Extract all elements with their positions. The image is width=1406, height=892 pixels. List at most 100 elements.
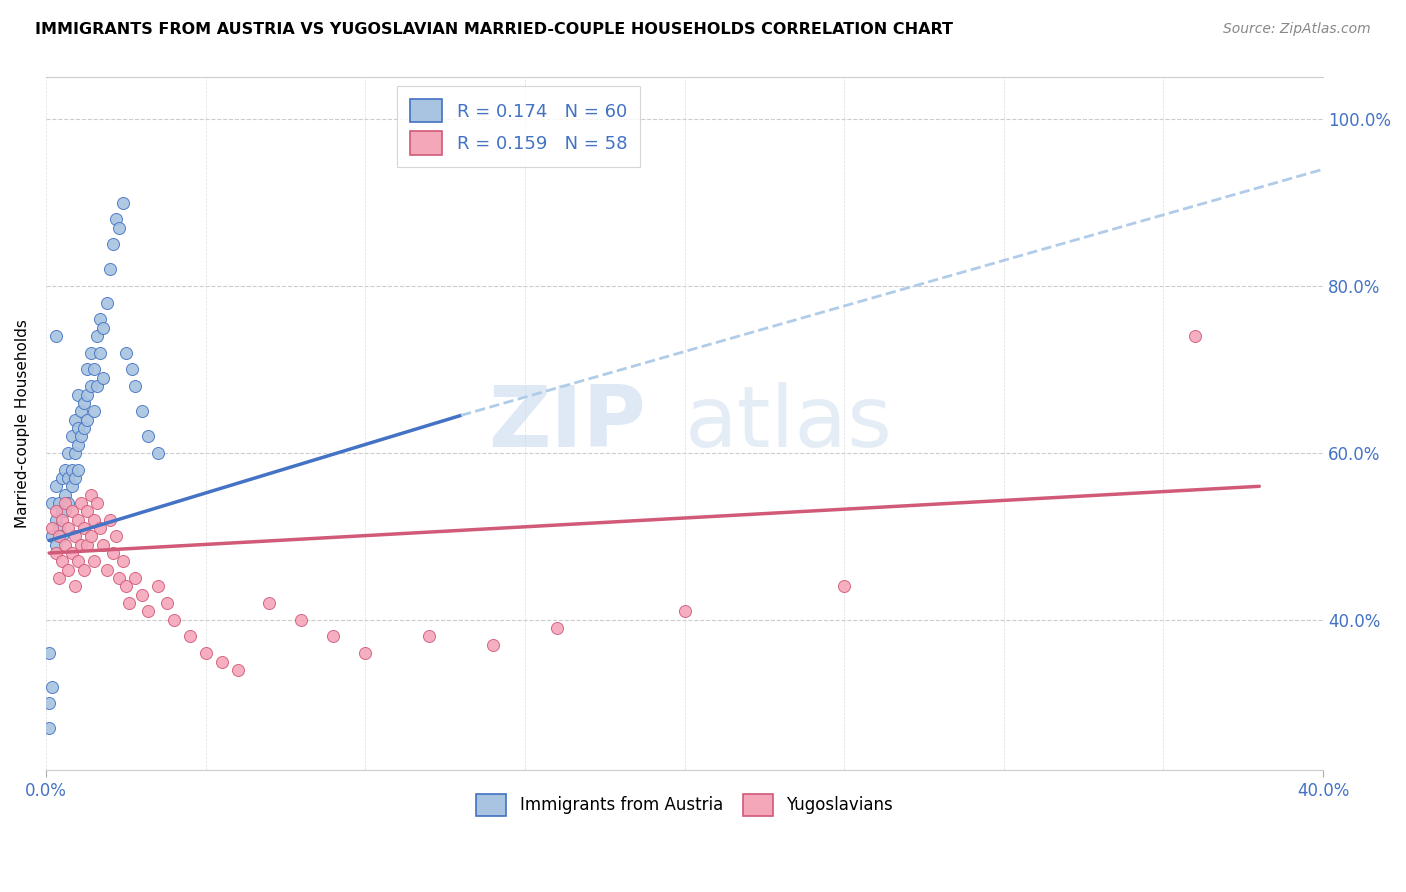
Point <box>48 529 70 543</box>
Point <box>105 212 128 227</box>
Point <box>98 513 121 527</box>
Text: ZIP: ZIP <box>488 382 647 466</box>
Point <box>63 579 86 593</box>
Point <box>136 429 159 443</box>
Point <box>73 521 96 535</box>
Point <box>121 362 143 376</box>
Point <box>93 538 115 552</box>
Point <box>546 621 568 635</box>
Point <box>73 563 96 577</box>
Point <box>86 496 108 510</box>
Legend: Immigrants from Austria, Yugoslavians: Immigrants from Austria, Yugoslavians <box>468 786 901 824</box>
Point <box>98 262 121 277</box>
Point <box>108 220 131 235</box>
Point <box>76 412 98 426</box>
Point <box>354 646 377 660</box>
Point <box>136 604 159 618</box>
Point <box>41 496 63 510</box>
Point <box>259 596 281 610</box>
Point <box>156 596 179 610</box>
Point <box>63 529 86 543</box>
Point <box>124 379 146 393</box>
Point <box>70 538 93 552</box>
Point <box>58 471 80 485</box>
Point <box>58 496 80 510</box>
Point <box>211 655 233 669</box>
Point <box>58 446 80 460</box>
Point <box>51 554 73 568</box>
Point <box>76 387 98 401</box>
Point <box>131 588 153 602</box>
Point <box>41 680 63 694</box>
Point <box>70 429 93 443</box>
Point <box>89 312 111 326</box>
Point <box>418 630 440 644</box>
Point <box>101 546 124 560</box>
Point <box>79 379 101 393</box>
Point <box>41 529 63 543</box>
Point <box>60 504 83 518</box>
Point <box>163 613 186 627</box>
Point <box>53 504 76 518</box>
Point <box>45 329 67 343</box>
Point <box>79 529 101 543</box>
Point <box>63 412 86 426</box>
Y-axis label: Married-couple Households: Married-couple Households <box>15 319 30 528</box>
Point <box>70 496 93 510</box>
Point <box>118 596 141 610</box>
Point <box>83 554 105 568</box>
Point <box>194 646 217 660</box>
Point <box>48 571 70 585</box>
Point <box>51 513 73 527</box>
Point <box>131 404 153 418</box>
Point <box>60 546 83 560</box>
Point <box>45 538 67 552</box>
Point <box>60 462 83 476</box>
Point <box>45 479 67 493</box>
Point <box>66 462 89 476</box>
Point <box>45 504 67 518</box>
Point <box>53 488 76 502</box>
Point <box>101 237 124 252</box>
Point <box>73 396 96 410</box>
Point <box>38 646 60 660</box>
Point <box>51 504 73 518</box>
Point <box>45 546 67 560</box>
Point <box>114 579 136 593</box>
Point <box>96 563 118 577</box>
Point <box>83 362 105 376</box>
Point <box>108 571 131 585</box>
Point <box>79 346 101 360</box>
Point <box>63 471 86 485</box>
Point <box>124 571 146 585</box>
Point <box>73 421 96 435</box>
Point <box>111 554 134 568</box>
Point <box>105 529 128 543</box>
Point <box>322 630 344 644</box>
Point <box>63 446 86 460</box>
Point <box>70 404 93 418</box>
Point <box>79 488 101 502</box>
Text: Source: ZipAtlas.com: Source: ZipAtlas.com <box>1223 22 1371 37</box>
Text: IMMIGRANTS FROM AUSTRIA VS YUGOSLAVIAN MARRIED-COUPLE HOUSEHOLDS CORRELATION CHA: IMMIGRANTS FROM AUSTRIA VS YUGOSLAVIAN M… <box>35 22 953 37</box>
Point <box>66 554 89 568</box>
Point <box>76 362 98 376</box>
Point <box>89 346 111 360</box>
Point <box>226 663 249 677</box>
Point <box>96 295 118 310</box>
Point <box>58 563 80 577</box>
Point <box>66 513 89 527</box>
Point <box>146 579 169 593</box>
Point <box>66 421 89 435</box>
Point <box>76 504 98 518</box>
Point <box>53 496 76 510</box>
Point <box>51 529 73 543</box>
Point <box>60 429 83 443</box>
Text: atlas: atlas <box>685 382 893 466</box>
Point <box>832 579 855 593</box>
Point <box>76 538 98 552</box>
Point <box>114 346 136 360</box>
Point <box>93 371 115 385</box>
Point <box>290 613 312 627</box>
Point <box>38 721 60 735</box>
